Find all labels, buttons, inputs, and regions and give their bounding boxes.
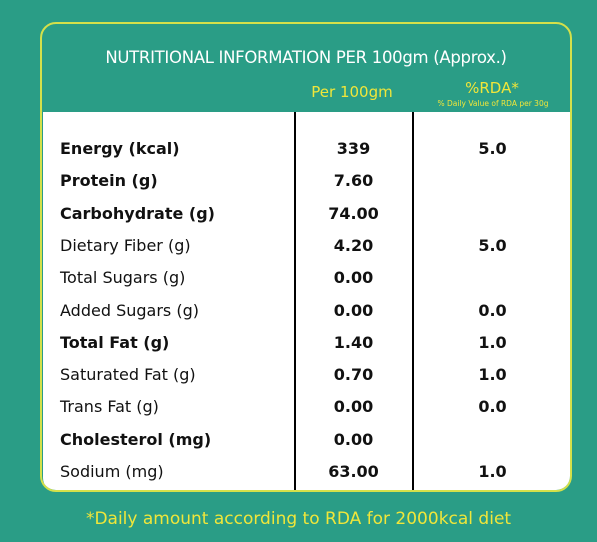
nutrient-label: Sodium (mg)	[60, 462, 164, 481]
nutrient-value-per-100g: 4.20	[333, 235, 374, 255]
nutrition-table: Energy (kcal) 339 5.0 Protein (g) 7.60 Carboh…	[43, 112, 570, 490]
nutrient-value-per-100g: 0.00	[333, 397, 374, 417]
nutrient-value-per-100g: 7.60	[333, 171, 374, 191]
nutrient-rda-percent: 0.0	[478, 300, 507, 320]
table-row: Carbohydrate (g) 74.00	[43, 198, 570, 230]
nutrient-label: Total Fat (g)	[60, 332, 170, 352]
nutrient-value-per-100g: 63.00	[328, 462, 379, 481]
nutrient-rda-percent: 1.0	[478, 462, 507, 481]
nutrient-value-per-100g: 0.00	[333, 429, 374, 449]
table-row: Added Sugars (g) 0.00 0.0	[43, 295, 570, 327]
nutrient-label: Total Sugars (g)	[60, 268, 186, 288]
nutrient-value-per-100g: 0.00	[333, 300, 374, 320]
table-row: Saturated Fat (g) 0.70 1.0	[43, 359, 570, 391]
table-row: Energy (kcal) 339 5.0	[43, 133, 570, 165]
nutrient-value-per-100g: 74.00	[328, 203, 379, 223]
nutrient-value-per-100g: 0.70	[333, 365, 374, 385]
nutrient-value-per-100g: 0.00	[333, 268, 374, 288]
column-header-per-100g: Per 100gm	[311, 83, 393, 101]
nutrient-label: Dietary Fiber (g)	[60, 235, 191, 255]
table-row: Sodium (mg) 63.00 1.0	[43, 456, 570, 488]
column-header-rda-note: % Daily Value of RDA per 30g	[437, 99, 549, 108]
table-row: Total Fat (g) 1.40 1.0	[43, 327, 570, 359]
nutrient-label: Carbohydrate (g)	[60, 203, 215, 223]
nutrient-rda-percent: 0.0	[478, 397, 507, 417]
footnote: *Daily amount according to RDA for 2000k…	[85, 509, 512, 529]
column-header-rda: %RDA*	[465, 79, 519, 97]
nutrient-value-per-100g: 1.40	[333, 332, 374, 352]
table-row: Trans Fat (g) 0.00 0.0	[43, 391, 570, 423]
table-row: Cholesterol (mg) 0.00	[43, 424, 570, 456]
nutrient-label: Energy (kcal)	[60, 139, 180, 158]
nutrient-rda-percent: 5.0	[478, 139, 507, 158]
nutrient-label: Added Sugars (g)	[60, 300, 199, 320]
table-row: Total Sugars (g) 0.00	[43, 262, 570, 294]
nutrient-label: Saturated Fat (g)	[60, 365, 196, 385]
nutrient-value-per-100g: 339	[336, 139, 371, 158]
nutrient-rda-percent: 5.0	[478, 235, 507, 255]
nutrient-label: Protein (g)	[60, 171, 158, 191]
nutrition-card: NUTRITIONAL INFORMATION PER 100gm (Appro…	[40, 22, 572, 492]
nutrient-rda-percent: 1.0	[478, 332, 507, 352]
table-row: Protein (g) 7.60	[43, 165, 570, 197]
nutrient-label: Cholesterol (mg)	[60, 429, 212, 449]
nutrition-title: NUTRITIONAL INFORMATION PER 100gm (Appro…	[105, 48, 507, 67]
column-divider	[294, 112, 296, 490]
column-divider	[412, 112, 414, 490]
nutrient-label: Trans Fat (g)	[60, 397, 159, 417]
table-row: Dietary Fiber (g) 4.20 5.0	[43, 230, 570, 262]
nutrient-rda-percent: 1.0	[478, 365, 507, 385]
